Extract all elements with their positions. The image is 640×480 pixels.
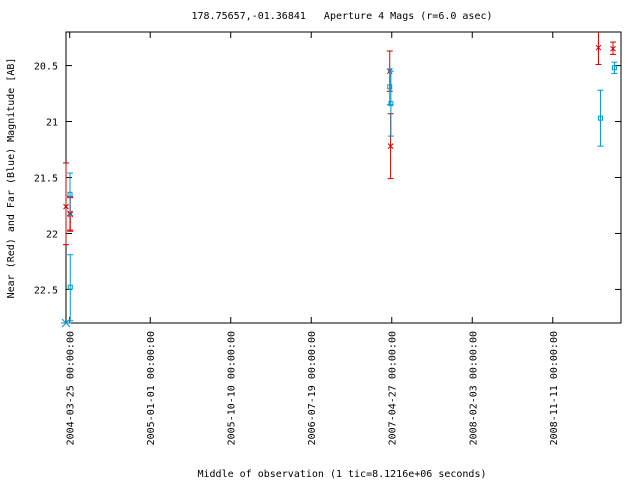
- x-tick-label: 2006-07-19 00:00:00: [307, 331, 318, 445]
- series-near: [63, 32, 617, 246]
- y-tick-label: 22.5: [34, 285, 58, 296]
- plot-frame: [65, 31, 622, 324]
- y-tick-label: 21.5: [34, 174, 58, 185]
- data-point-x-marker: [610, 45, 616, 52]
- x-tick-label: 2008-11-11 00:00:00: [549, 331, 560, 445]
- data-point-square-marker: [611, 65, 617, 71]
- y-axis: 20.5 21 21.5 22 22.5: [34, 62, 621, 296]
- data-point-square-marker: [597, 115, 603, 121]
- y-tick-label: 21: [46, 118, 58, 129]
- data-point-square-marker: [67, 191, 73, 197]
- x-tick-label: 2007-04-27 00:00:00: [388, 331, 399, 445]
- x-axis-label: Middle of observation (1 tic=8.1216e+06 …: [198, 469, 487, 480]
- x-tick-label: 2008-02-03 00:00:00: [468, 331, 479, 445]
- y-tick-label: 22: [46, 229, 58, 240]
- y-axis-label: Near (Red) and Far (Blue) Magnitude [AB]: [6, 58, 17, 299]
- chart-title: 178.75657,-01.36841 Aperture 4 Mags (r=6…: [191, 11, 492, 22]
- data-point-x-marker: [595, 44, 602, 51]
- x-axis: 2004-03-25 00:00:00 2005-01-01 00:00:00 20…: [66, 32, 560, 445]
- data-point-x-marker: [63, 203, 69, 210]
- y-tick-label: 20.5: [34, 62, 58, 73]
- plot-series: [61, 32, 618, 328]
- x-tick-label: 2004-03-25 00:00:00: [66, 331, 77, 445]
- series-far: [66, 61, 618, 322]
- data-point-x-marker: [387, 143, 394, 150]
- data-point-square-marker: [67, 284, 73, 290]
- origin-asterisk-marker: [61, 318, 71, 328]
- data-point-square-marker: [387, 84, 393, 90]
- data-point-square-marker: [388, 101, 394, 107]
- x-tick-label: 2005-10-10 00:00:00: [227, 331, 238, 445]
- x-tick-label: 2005-01-01 00:00:00: [146, 331, 157, 445]
